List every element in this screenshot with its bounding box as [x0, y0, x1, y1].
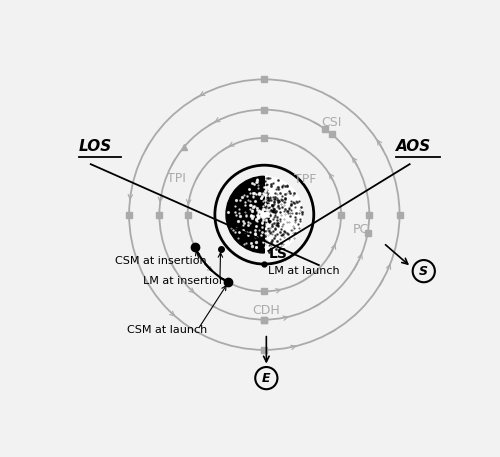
Text: TPI: TPI: [168, 172, 186, 185]
Circle shape: [226, 176, 302, 253]
Text: LOS: LOS: [78, 139, 112, 154]
Text: S: S: [420, 265, 428, 278]
Wedge shape: [226, 176, 264, 253]
Text: CSI: CSI: [321, 117, 341, 129]
Text: CSM at launch: CSM at launch: [127, 324, 208, 335]
Text: LM at launch: LM at launch: [268, 266, 340, 276]
Text: CDH: CDH: [252, 304, 280, 318]
Text: PC: PC: [353, 223, 370, 236]
Text: TPF: TPF: [294, 173, 317, 186]
Text: LS: LS: [268, 247, 287, 261]
Text: E: E: [262, 372, 270, 385]
Text: AOS: AOS: [396, 139, 431, 154]
Text: CSM at insertion: CSM at insertion: [115, 256, 206, 266]
Text: LM at insertion: LM at insertion: [143, 276, 226, 286]
